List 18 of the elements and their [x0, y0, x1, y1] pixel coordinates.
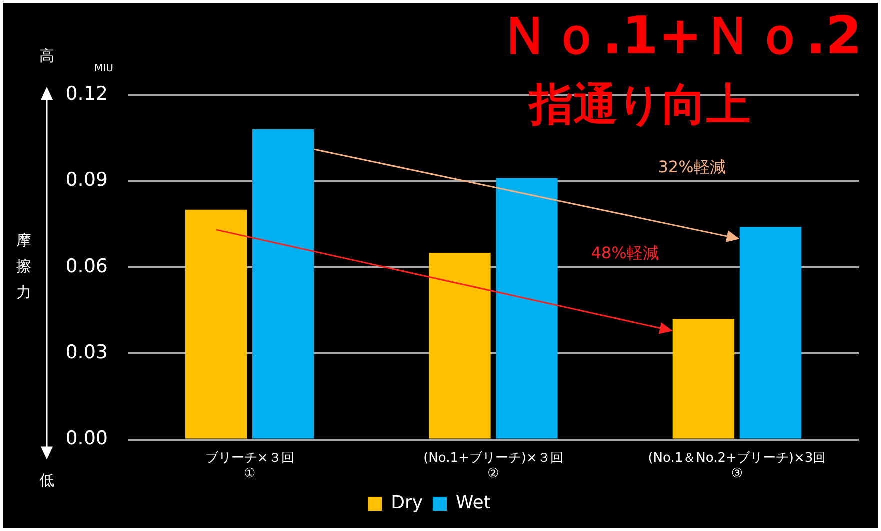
text: 低: [40, 472, 54, 490]
y-tick-label: 0.00: [66, 428, 108, 450]
y-tick-label: 0.12: [66, 82, 108, 105]
y-axis-title: 摩擦力: [16, 231, 32, 302]
chart-subtitle: 指通り向上: [528, 79, 750, 130]
annotation: 32%軽減: [658, 157, 726, 176]
text: 高: [40, 46, 54, 65]
x-tick-label: ブリーチ×３回 ①: [205, 450, 294, 482]
legend-label: Dry: [391, 492, 424, 514]
chart-title: Ｎｏ.1+Ｎｏ.2: [498, 6, 862, 67]
text: MIU: [94, 64, 114, 75]
legend-label: Wet: [456, 492, 491, 514]
y-tick-label: 0.03: [66, 342, 108, 364]
annotation: 48%軽減: [591, 244, 659, 263]
x-tick-label: (No.1＆No.2+ブリーチ)×3回 ③: [648, 450, 826, 482]
x-tick-label: (No.1+ブリーチ)×３回 ②: [424, 450, 564, 482]
y-tick-label: 0.09: [66, 169, 108, 192]
y-tick-label: 0.06: [66, 255, 108, 278]
